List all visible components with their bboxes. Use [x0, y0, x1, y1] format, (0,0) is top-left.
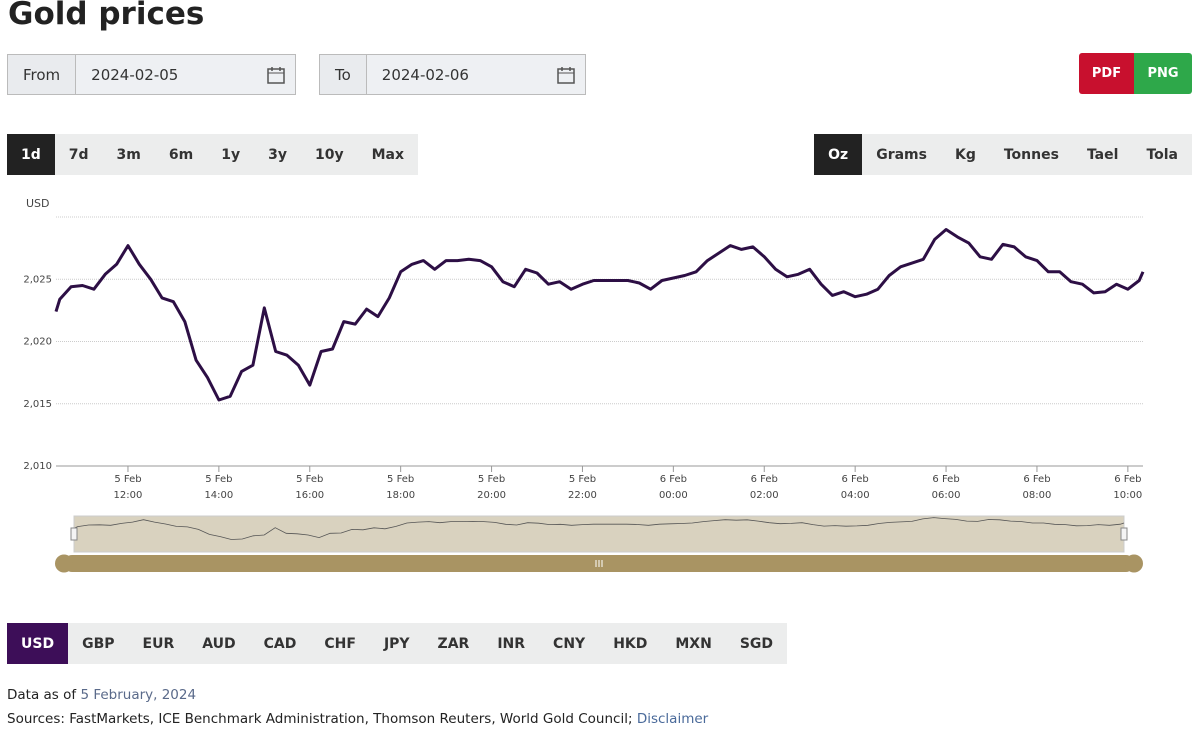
from-field[interactable]: From 2024-02-05 [7, 54, 296, 95]
period-tab[interactable]: 7d [68, 146, 89, 163]
to-value: 2024-02-06 [381, 65, 469, 84]
currencie-tab[interactable]: AUD [202, 635, 236, 652]
period-tab[interactable]: 3m [116, 146, 141, 163]
currencie-tab[interactable]: ZAR [437, 635, 470, 652]
x-tick-label: 06:00 [932, 490, 961, 501]
x-tick-label: 20:00 [477, 490, 506, 501]
calendar-icon[interactable] [267, 66, 285, 84]
x-tick-label: 6 Feb [660, 474, 687, 485]
x-tick-label: 02:00 [750, 490, 779, 501]
disclaimer-link[interactable]: Disclaimer [636, 711, 709, 727]
y-tick-label: 2,015 [23, 399, 52, 410]
x-tick-label: 6 Feb [1114, 474, 1141, 485]
navigator-bg [73, 515, 1125, 553]
currency-tabs: USD GBP EUR AUD CAD CHF JPY ZAR INR CNY HKD MXN SGD [7, 623, 788, 664]
unit-tabs: Oz Grams Kg Tonnes Tael Tola [814, 134, 1192, 175]
sources: Sources: FastMarkets, ICE Benchmark Admi… [7, 711, 708, 727]
x-tick-label: 5 Feb [387, 474, 414, 485]
x-tick-label: 16:00 [295, 490, 324, 501]
unit-tab[interactable]: Tonnes [1003, 146, 1059, 163]
calendar-icon[interactable] [557, 66, 575, 84]
x-tick-label: 5 Feb [205, 474, 232, 485]
x-tick-label: 04:00 [841, 490, 870, 501]
period-tab[interactable]: 6m [168, 146, 194, 163]
unit-tab[interactable]: Tola [1146, 146, 1178, 163]
png-button[interactable]: PNG [1134, 53, 1192, 94]
period-tabs: 1d 7d 3m 6m 1y 3y 10y Max [7, 134, 418, 175]
to-field[interactable]: To 2024-02-06 [319, 54, 586, 95]
currencie-tab[interactable]: MXN [675, 635, 712, 652]
from-value: 2024-02-05 [91, 65, 179, 84]
period-tab[interactable]: 1d [7, 134, 55, 175]
unit-tab[interactable]: Grams [876, 146, 927, 163]
period-tab[interactable]: 3y [268, 146, 287, 163]
x-tick-label: 14:00 [204, 490, 233, 501]
x-tick-label: 5 Feb [569, 474, 596, 485]
scroll-right [1125, 554, 1143, 573]
y-tick-label: 2,010 [23, 461, 52, 472]
x-tick-label: 6 Feb [842, 474, 869, 485]
currencie-tab[interactable]: SGD [739, 635, 774, 652]
x-tick-label: 18:00 [386, 490, 415, 501]
price-line [54, 228, 1145, 402]
period-tab[interactable]: 10y [314, 146, 344, 163]
y-axis-label: USD [26, 197, 50, 210]
unit-tab[interactable]: Tael [1086, 146, 1119, 163]
x-tick-label: 12:00 [114, 490, 143, 501]
currencie-tab[interactable]: JPY [383, 635, 410, 652]
unit-tab[interactable]: Oz [814, 134, 863, 175]
sources-text: Sources: FastMarkets, ICE Benchmark Admi… [7, 711, 633, 727]
pdf-button[interactable]: PDF [1079, 53, 1134, 94]
navigator-handle[interactable] [1120, 527, 1128, 541]
unit-tab[interactable]: Kg [954, 146, 976, 163]
scroll-left [55, 554, 73, 573]
x-tick-label: 5 Feb [296, 474, 323, 485]
x-tick-label: 6 Feb [1023, 474, 1050, 485]
x-tick-label: 22:00 [568, 490, 597, 501]
data-as-of-date: 5 February, 2024 [80, 687, 197, 703]
from-label: From [8, 55, 77, 94]
currencie-tab[interactable]: CAD [263, 635, 297, 652]
currencie-tab[interactable]: EUR [142, 635, 175, 652]
x-tick-label: 08:00 [1023, 490, 1052, 501]
y-tick-label: 2,025 [23, 274, 52, 285]
period-tab[interactable]: 1y [221, 146, 241, 163]
x-tick-label: 10:00 [1113, 490, 1142, 501]
page-title: Gold prices [8, 0, 205, 32]
data-as-of-label: Data as of [7, 687, 77, 703]
x-tick-label: 6 Feb [932, 474, 959, 485]
y-tick-label: 2,020 [23, 337, 52, 348]
x-tick-label: 6 Feb [751, 474, 778, 485]
currencie-tab[interactable]: CNY [553, 635, 586, 652]
currencie-tab[interactable]: INR [497, 635, 526, 652]
chart: USD 2,010 2,015 2,020 2,025 5 Feb 12:00 5 Feb 1… [23, 197, 1145, 573]
period-tab[interactable]: Max [371, 146, 404, 163]
x-tick-label: 00:00 [659, 490, 688, 501]
x-tick-label: 5 Feb [114, 474, 141, 485]
navigator-handle[interactable] [70, 527, 78, 541]
currencie-tab[interactable]: GBP [82, 635, 115, 652]
scroll-grip [595, 560, 603, 567]
data-as-of: Data as of 5 February, 2024 [7, 687, 196, 703]
currencie-tab[interactable]: CHF [324, 635, 356, 652]
currencie-tab[interactable]: HKD [613, 635, 648, 652]
to-label: To [320, 55, 367, 94]
navigator-line [73, 517, 1125, 540]
x-tick-label: 5 Feb [478, 474, 505, 485]
currencie-tab[interactable]: USD [7, 623, 69, 664]
